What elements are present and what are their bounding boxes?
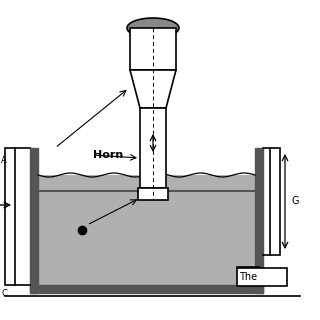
Bar — [270, 148, 280, 255]
Text: The: The — [239, 272, 257, 282]
Bar — [138, 188, 168, 200]
Bar — [30, 285, 263, 293]
Bar — [38, 148, 255, 175]
Bar — [255, 148, 263, 293]
Bar — [237, 268, 287, 286]
Text: C: C — [1, 289, 7, 298]
Bar — [30, 148, 38, 293]
Bar — [38, 148, 255, 285]
Polygon shape — [130, 70, 176, 108]
Bar — [140, 108, 166, 188]
Text: A: A — [1, 156, 7, 165]
Text: G: G — [291, 196, 299, 206]
Text: Horn: Horn — [93, 150, 123, 160]
Ellipse shape — [127, 18, 179, 38]
Bar — [130, 28, 176, 70]
Bar — [5, 148, 15, 285]
